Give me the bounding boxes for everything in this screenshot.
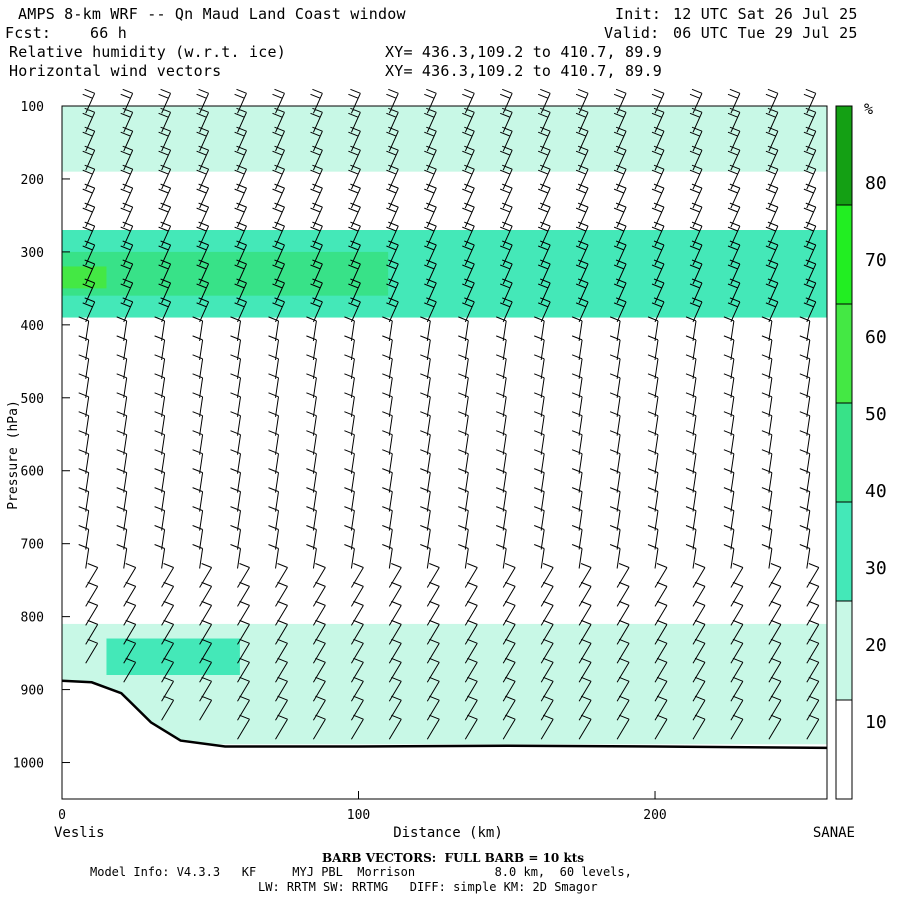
right-endpoint-label: SANAE — [813, 825, 855, 841]
y-tick-label: 800 — [21, 611, 44, 626]
field-name-humidity: Relative humidity (w.r.t. ice) — [9, 43, 286, 61]
y-tick-label: 700 — [21, 538, 44, 553]
left-endpoint-label: Veslis — [54, 825, 105, 841]
barb-column — [496, 88, 516, 740]
colorbar-tick-label: 60 — [865, 327, 887, 348]
valid-label: Valid: — [604, 24, 660, 42]
colorbar-tick-label: 40 — [865, 481, 887, 502]
y-tick-label: 300 — [21, 246, 44, 261]
x-tick-label: 0 — [58, 808, 66, 823]
chart-title: AMPS 8-km WRF -- Qn Maud Land Coast wind… — [18, 5, 406, 23]
barb-column — [647, 88, 668, 740]
colorbar-bin — [835, 402, 853, 503]
colorbar-tick-label: 10 — [865, 712, 887, 733]
terrain-line — [61, 679, 828, 750]
colorbar-bin — [835, 105, 853, 206]
colorbar-tick-label: 20 — [865, 635, 887, 656]
axes: 100 200 300 400 500 600 700 800 900 1000 0 100 200 — [13, 100, 667, 823]
barb-column — [78, 88, 99, 664]
barb-column — [458, 88, 478, 740]
colorbar-unit: % — [864, 100, 873, 118]
colorbar-bin — [835, 501, 853, 602]
x-axis-label: Distance (km) — [393, 825, 503, 841]
init-label: Init: — [615, 5, 662, 23]
x-tick-label: 100 — [347, 808, 370, 823]
barb-column — [230, 88, 250, 740]
valid-value: 06 UTC Tue 29 Jul 25 — [673, 24, 858, 42]
colorbar-bin — [835, 204, 853, 305]
colorbar-bin — [835, 303, 853, 404]
model-info-line1: Model Info: V4.3.3 KF MYJ PBL Morrison 8… — [90, 865, 632, 879]
barb-column — [571, 88, 592, 740]
y-tick-label: 500 — [21, 392, 44, 407]
y-tick-label: 200 — [21, 173, 44, 188]
y-tick-label: 400 — [21, 319, 44, 334]
barb-column — [420, 88, 440, 740]
barb-column — [116, 88, 137, 683]
x-tick-label: 200 — [643, 808, 666, 823]
barb-column — [268, 88, 288, 740]
ground-mask — [62, 680, 827, 799]
barb-column — [799, 88, 820, 740]
humidity-region-upper-layer — [62, 106, 827, 172]
barb-column — [344, 88, 364, 740]
colorbar-bin — [835, 699, 853, 800]
barb-column — [761, 88, 782, 740]
humidity-fill — [62, 106, 827, 799]
colorbar: 10 20 30 40 50 60 70 80 — [835, 105, 887, 800]
field-name-wind: Horizontal wind vectors — [9, 62, 222, 80]
y-tick-label: 1000 — [13, 757, 44, 772]
barb-column — [192, 88, 213, 721]
barb-column — [382, 88, 402, 740]
init-value: 12 UTC Sat 26 Jul 25 — [673, 5, 858, 23]
barb-column — [723, 88, 744, 740]
model-info-line2: LW: RRTM SW: RRTMG DIFF: simple KM: 2D S… — [258, 880, 598, 894]
colorbar-bin — [835, 600, 853, 701]
fcst-label: Fcst: — [5, 24, 52, 42]
fcst-value: 66 h — [90, 24, 127, 42]
wind-barbs — [78, 88, 820, 740]
barb-column — [154, 88, 175, 721]
barb-note: BARB VECTORS: FULL BARB = 10 kts — [322, 851, 585, 865]
y-tick-label: 600 — [21, 465, 44, 480]
humidity-region-band-max — [62, 266, 107, 289]
colorbar-tick-label: 50 — [865, 404, 887, 425]
barb-column — [609, 88, 630, 740]
colorbar-tick-label: 30 — [865, 558, 887, 579]
colorbar-tick-label: 80 — [865, 173, 887, 194]
y-tick-label: 100 — [21, 100, 44, 115]
y-axis-label: Pressure (hPa) — [6, 400, 21, 510]
colorbar-tick-label: 70 — [865, 250, 887, 271]
xy-coords-1: XY= 436.3,109.2 to 410.7, 89.9 — [385, 43, 662, 61]
humidity-region-band-core — [62, 251, 389, 296]
barb-column — [685, 88, 706, 740]
xy-coords-2: XY= 436.3,109.2 to 410.7, 89.9 — [385, 62, 662, 80]
plot-frame — [61, 105, 828, 800]
barb-column — [306, 88, 326, 740]
y-tick-label: 900 — [21, 684, 44, 699]
barb-column — [534, 88, 554, 740]
